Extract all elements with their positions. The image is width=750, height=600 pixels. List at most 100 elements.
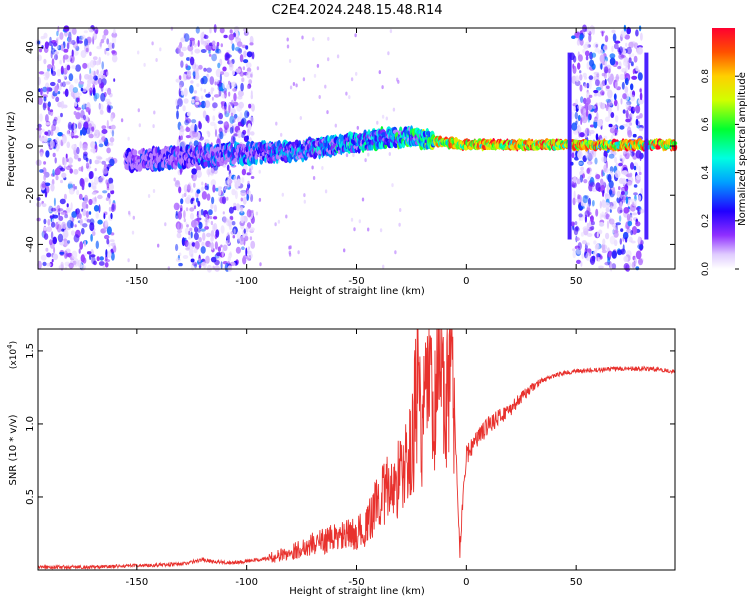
spectrogram-noise-blob	[38, 130, 42, 136]
spectrogram-noise-blob	[204, 185, 209, 191]
spectrogram-noise-blob	[609, 235, 616, 245]
spectrogram-noise-blob	[143, 62, 146, 67]
spectrogram-noise-blob	[589, 129, 595, 135]
spectrogram-noise-blob	[639, 208, 645, 214]
spectrogram-noise-blob	[626, 46, 632, 55]
spectrogram-noise-blob	[230, 139, 233, 144]
spectrogram-noise-blob	[233, 202, 237, 207]
spectrogram-noise-blob	[228, 33, 235, 41]
spectrogram-noise-blob	[574, 221, 578, 226]
spectrogram-noise-blob	[611, 250, 617, 259]
spectrogram-noise-blob	[630, 83, 634, 91]
spectrogram-noise-blob	[620, 228, 624, 233]
spectrogram-noise-blob	[201, 262, 206, 266]
spectrogram-noise-blob	[295, 83, 298, 88]
spectrogram-noise-blob	[100, 38, 105, 44]
spectrogram-noise-blob	[79, 218, 83, 226]
spectrogram-noise-blob	[571, 75, 577, 85]
spectrogram-noise-blob	[66, 130, 70, 136]
spectrogram-noise-blob	[601, 243, 606, 251]
spectrogram-noise-blob	[600, 63, 603, 70]
spectrogram-noise-blob	[47, 218, 51, 226]
spectrogram-noise-blob	[49, 36, 52, 43]
spectrogram-noise-blob	[630, 240, 636, 244]
spectrogram-noise-blob	[90, 148, 97, 153]
spectrogram-noise-blob	[579, 39, 584, 46]
spectrogram-noise-blob	[77, 122, 82, 130]
spectrogram-noise-blob	[585, 41, 590, 46]
spectrogram-noise-blob	[228, 206, 234, 214]
spectrogram-noise-blob	[66, 158, 69, 163]
spectrogram-noise-blob	[198, 258, 201, 263]
spectrogram-noise-blob	[105, 47, 110, 52]
spectrogram-noise-blob	[90, 180, 94, 187]
spectrogram-noise-blob	[608, 112, 611, 119]
spectrogram-noise-blob	[629, 172, 633, 178]
spectrogram-noise-blob	[580, 261, 583, 267]
spectrogram-noise-blob	[579, 74, 583, 81]
spectrogram-noise-blob	[200, 87, 203, 92]
spectrogram-noise-blob	[179, 128, 185, 133]
spectrogram-noise-blob	[595, 133, 599, 141]
spectrogram-noise-blob	[205, 214, 208, 218]
spectrogram-noise-blob	[590, 215, 594, 223]
spectrogram-noise-blob	[604, 116, 610, 123]
spectrogram-noise-blob	[236, 104, 243, 112]
spectrogram-noise-blob	[61, 172, 67, 179]
spectrogram-noise-blob	[80, 87, 84, 92]
spectrogram-noise-blob	[625, 42, 628, 48]
spectrogram-noise-blob	[196, 169, 202, 178]
spectrogram-noise-blob	[625, 196, 629, 204]
spectrogram-noise-blob	[230, 81, 237, 88]
spectrogram-noise-blob	[214, 81, 217, 86]
spectrogram-noise-blob	[215, 229, 220, 238]
spectrogram-noise-blob	[607, 256, 610, 266]
spectrogram-noise-blob	[50, 81, 56, 87]
spectrogram-noise-blob	[251, 51, 255, 60]
spectrogram-noise-blob	[599, 54, 605, 63]
spectrogram-noise-blob	[111, 32, 118, 38]
spectrogram-noise-blob	[576, 39, 581, 46]
spectrogram-noise-blob	[631, 226, 638, 235]
spectrogram-noise-blob	[79, 141, 82, 149]
snr-y-ticks: 0.5 1.0 1.5	[25, 343, 675, 505]
spectrogram-noise-blob	[109, 183, 114, 191]
spectrogram-noise-blob	[62, 55, 66, 64]
spectrogram-noise-blob	[345, 91, 348, 96]
spectrogram-noise-blob	[99, 109, 104, 115]
colorbar-tick-label: 0.0	[701, 262, 711, 277]
spectrogram-noise-blob	[104, 262, 109, 268]
spectrogram-noise-blob	[201, 241, 205, 247]
spectrogram-noise-blob	[579, 174, 584, 183]
spectrogram-noise-blob	[75, 112, 81, 120]
spectrogram-noise-blob	[288, 252, 292, 257]
spectrogram-noise-blob	[82, 102, 86, 109]
spectrogram-noise-blob	[288, 245, 291, 250]
spectrogram-noise-blob	[59, 251, 65, 255]
spectrogram-noise-blob	[44, 191, 48, 198]
spectrogram-noise-blob	[242, 196, 247, 205]
spectrogram-noise-blob	[74, 90, 80, 98]
spectrogram-noise-blob	[244, 110, 250, 119]
spectrogram-noise-blob	[194, 240, 200, 250]
spectrogram-noise-blob	[602, 238, 606, 246]
spectrogram-noise-blob	[217, 246, 221, 253]
spectrogram-noise-blob	[232, 136, 236, 143]
spectrogram-noise-blob	[80, 109, 85, 119]
spectrogram-noise-blob	[210, 87, 214, 95]
spectrogram-noise-blob	[585, 252, 591, 261]
spectrogram-noise-blob	[620, 54, 626, 58]
spectrogram-noise-blob	[250, 131, 255, 136]
spectrogram-noise-blob	[626, 181, 633, 187]
spectrogram-noise-blob	[575, 225, 579, 231]
spectrogram-noise-blob	[579, 70, 582, 74]
spectrogram-noise-blob	[589, 256, 596, 265]
spectrogram-noise-blob	[213, 94, 220, 98]
spectrogram-noise-blob	[606, 99, 612, 108]
spectrogram-noise-blob	[624, 34, 630, 40]
spectrogram-noise-blob	[81, 34, 86, 40]
spectrogram-noise-blob	[587, 162, 591, 166]
spectrogram-noise-blob	[99, 41, 102, 48]
snr-x-tick-label: -100	[235, 577, 258, 588]
spectrogram-y-label: Frequency (Hz)	[6, 111, 17, 187]
